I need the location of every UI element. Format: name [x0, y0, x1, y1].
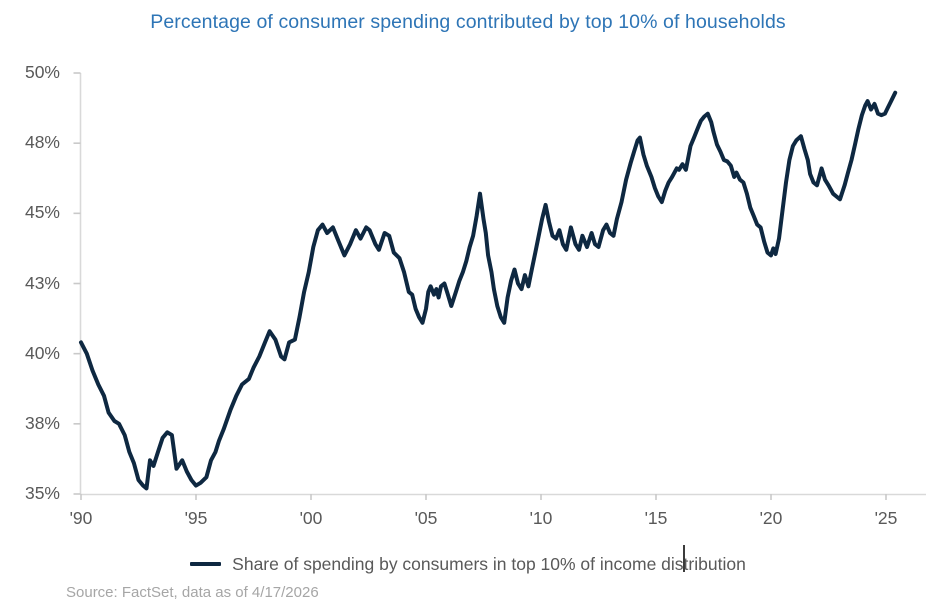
x-tick-label: '20 — [759, 508, 783, 528]
text-cursor — [683, 545, 685, 572]
y-tick-label: 45% — [24, 202, 60, 223]
y-tick-label: 50% — [24, 62, 60, 82]
x-tick-label: '25 — [874, 508, 898, 528]
legend: Share of spending by consumers in top 10… — [0, 551, 936, 577]
x-tick-label: '00 — [299, 508, 323, 528]
x-tick-label: '10 — [529, 508, 553, 528]
y-tick-label: 43% — [24, 272, 60, 293]
y-tick-label: 38% — [24, 412, 60, 433]
y-tick-label: 40% — [24, 342, 60, 363]
legend-label: Share of spending by consumers in top 10… — [232, 553, 746, 574]
x-tick-label: '90 — [69, 508, 93, 528]
legend-line-marker — [190, 561, 222, 567]
x-tick-label: '95 — [184, 508, 208, 528]
chart-title: Percentage of consumer spending contribu… — [150, 11, 786, 33]
y-tick-label: 48% — [24, 132, 60, 153]
x-tick-label: '05 — [414, 508, 438, 528]
data-series-line — [79, 90, 898, 491]
y-tick-label: 35% — [24, 483, 60, 503]
x-tick-label: '15 — [644, 508, 668, 528]
source-note: Source: FactSet, data as of 4/17/2026 — [66, 584, 319, 601]
